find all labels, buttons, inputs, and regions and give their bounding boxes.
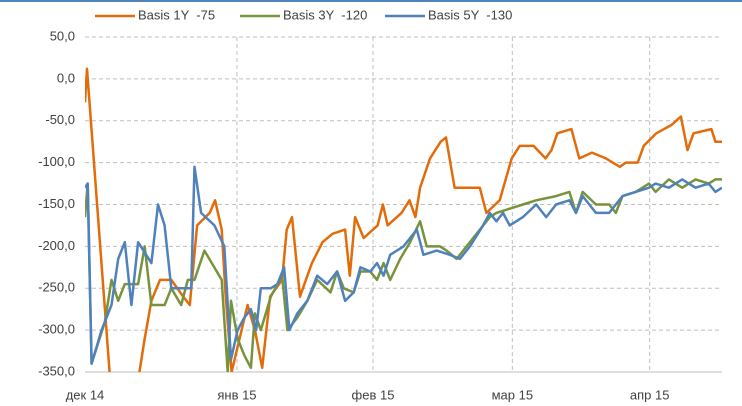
y-tick-label: -250,0	[38, 280, 75, 295]
series-line	[85, 67, 722, 372]
x-tick-label: мар 15	[492, 387, 533, 402]
legend-label: Basis 1Y -75	[138, 7, 215, 22]
y-tick-label: -300,0	[38, 322, 75, 337]
y-tick-label: 0,0	[57, 70, 75, 85]
plot-area	[85, 67, 722, 372]
y-tick-label: -100,0	[38, 154, 75, 169]
x-tick-label: янв 15	[217, 387, 256, 402]
x-tick-label: апр 15	[630, 387, 670, 402]
x-tick-label: фев 15	[352, 387, 395, 402]
y-tick-label: -150,0	[38, 196, 75, 211]
y-tick-label: -50,0	[45, 112, 75, 127]
legend-label: Basis 3Y -120	[283, 7, 367, 22]
x-tick-label: дек 14	[66, 387, 105, 402]
y-tick-label: -200,0	[38, 238, 75, 253]
y-tick-label: 50,0	[50, 28, 75, 43]
series-line	[85, 165, 722, 365]
y-tick-label: -350,0	[38, 363, 75, 378]
legend-label: Basis 5Y -130	[428, 7, 512, 22]
